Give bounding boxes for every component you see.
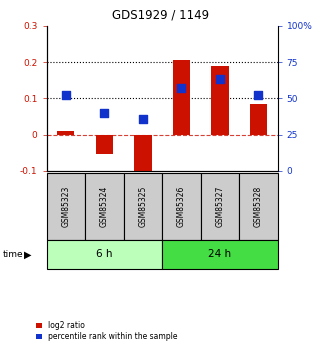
Legend: log2 ratio, percentile rank within the sample: log2 ratio, percentile rank within the s… xyxy=(36,321,178,341)
Bar xyxy=(201,172,239,240)
Text: GSM85328: GSM85328 xyxy=(254,186,263,227)
Point xyxy=(102,110,107,116)
Point xyxy=(256,93,261,98)
Bar xyxy=(134,135,152,175)
Bar xyxy=(124,172,162,240)
Bar xyxy=(96,135,113,155)
Text: GSM85325: GSM85325 xyxy=(138,186,147,227)
Text: 24 h: 24 h xyxy=(208,249,231,259)
Text: GSM85326: GSM85326 xyxy=(177,186,186,227)
Point xyxy=(63,93,68,98)
Point xyxy=(179,86,184,91)
Bar xyxy=(47,240,162,269)
Text: GSM85324: GSM85324 xyxy=(100,186,109,227)
Bar xyxy=(57,131,74,135)
Text: time: time xyxy=(3,250,24,259)
Text: ▶: ▶ xyxy=(23,249,31,259)
Text: GSM85323: GSM85323 xyxy=(61,186,70,227)
Bar xyxy=(162,172,201,240)
Point xyxy=(140,116,145,121)
Bar xyxy=(173,60,190,135)
Bar xyxy=(47,172,85,240)
Bar xyxy=(250,104,267,135)
Text: GDS1929 / 1149: GDS1929 / 1149 xyxy=(112,9,209,22)
Text: 6 h: 6 h xyxy=(96,249,113,259)
Bar xyxy=(162,240,278,269)
Bar xyxy=(211,66,229,135)
Bar xyxy=(85,172,124,240)
Text: GSM85327: GSM85327 xyxy=(215,186,224,227)
Bar xyxy=(239,172,278,240)
Point xyxy=(217,77,222,82)
